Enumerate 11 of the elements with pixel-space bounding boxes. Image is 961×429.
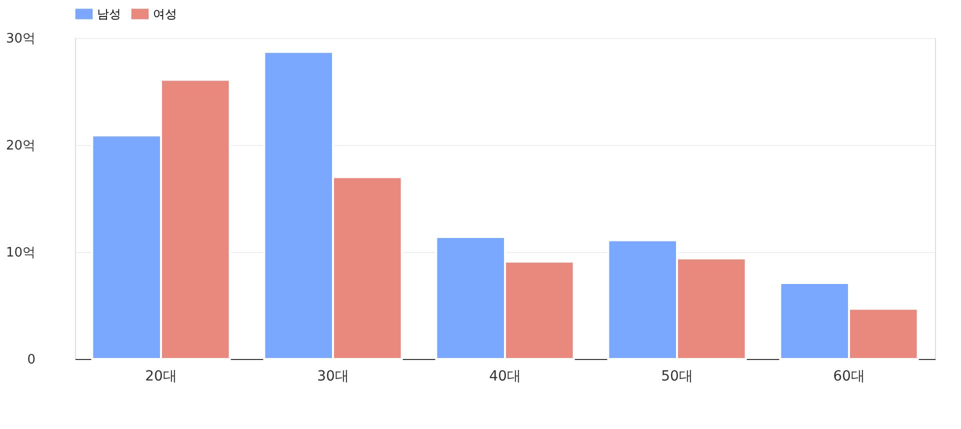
legend-label: 남성: [97, 7, 121, 21]
y-tick-label: 30억: [6, 32, 36, 46]
legend-label: 여성: [153, 7, 177, 21]
x-tick-label: 50대: [661, 368, 693, 384]
x-tick-label: 40대: [489, 368, 521, 384]
y-tick-label: 10억: [6, 246, 36, 260]
x-tick-label: 60대: [833, 368, 865, 384]
x-tick-label: 20대: [145, 368, 177, 384]
y-tick-label: 20억: [6, 138, 36, 154]
y-tick-label: 0: [27, 352, 36, 368]
x-tick-label: 30대: [317, 368, 349, 384]
